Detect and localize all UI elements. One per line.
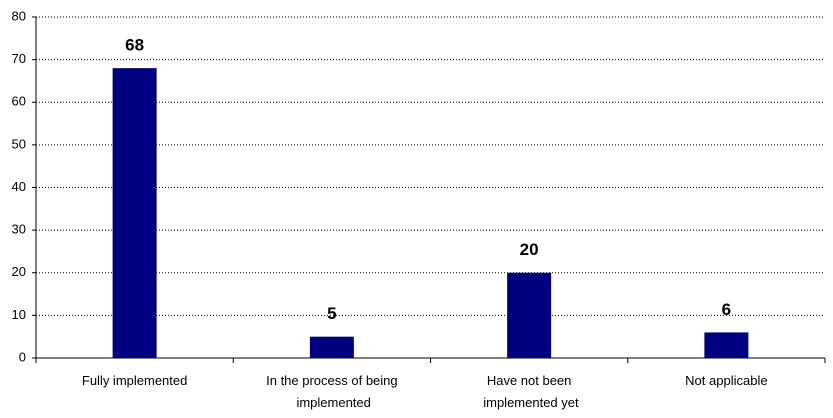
bar [704, 332, 749, 358]
x-tick-label: Not applicable [685, 373, 767, 388]
y-tick-label: 80 [12, 8, 26, 23]
y-tick-label: 0 [19, 349, 26, 364]
value-label: 68 [125, 36, 144, 55]
value-label: 20 [520, 240, 539, 259]
y-tick-label: 70 [12, 51, 26, 66]
x-tick-label: Have not been implemented yet [480, 373, 579, 410]
y-tick-label: 20 [12, 264, 26, 279]
bar [309, 336, 354, 358]
x-tick-label: Fully implemented [82, 373, 188, 388]
y-tick-label: 10 [12, 307, 26, 322]
y-tick-label: 50 [12, 136, 26, 151]
y-tick-label: 60 [12, 94, 26, 109]
y-tick-label: 30 [12, 222, 26, 237]
bar [507, 272, 552, 358]
y-tick-label: 40 [12, 179, 26, 194]
value-label: 5 [327, 304, 336, 323]
value-label: 6 [722, 300, 731, 319]
bar [112, 68, 157, 359]
x-tick-label: In the process of being implemented [266, 373, 398, 410]
